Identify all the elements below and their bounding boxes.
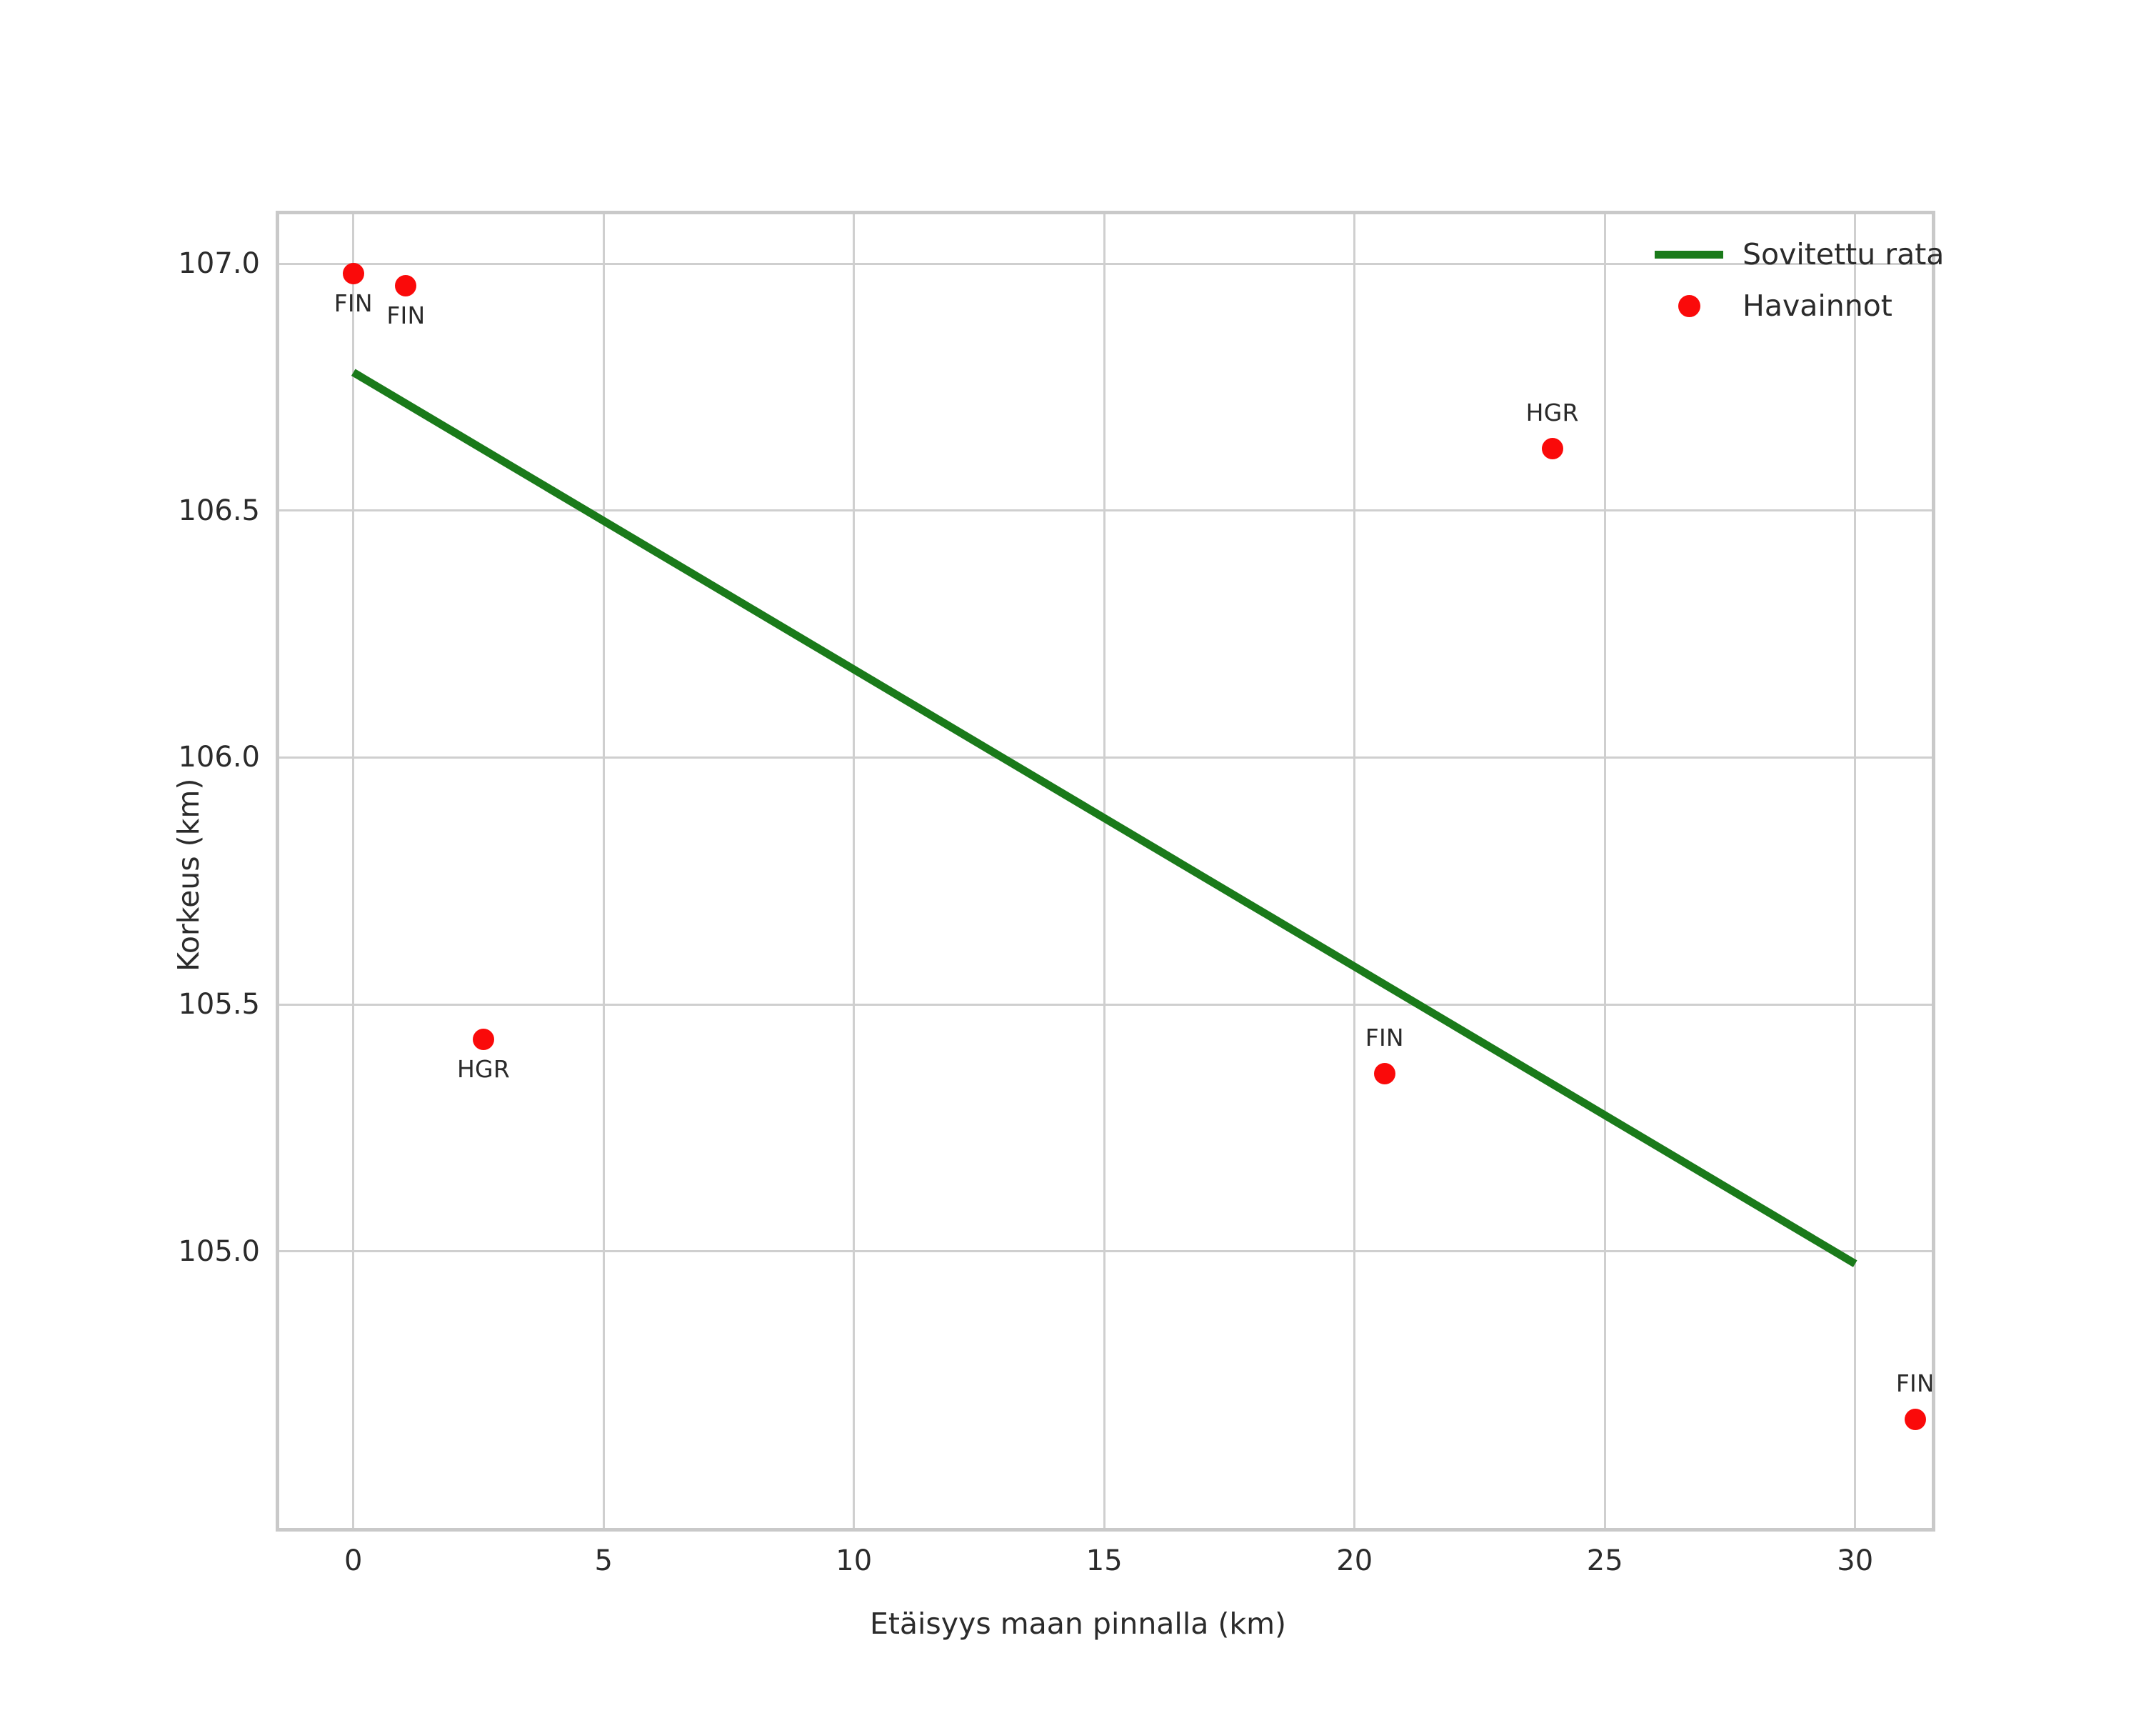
gridline-vertical bbox=[1103, 214, 1105, 1528]
gridline-horizontal bbox=[279, 262, 1932, 265]
x-tick-label: 5 bbox=[594, 1544, 613, 1577]
data-point bbox=[1904, 1408, 1926, 1430]
x-tick-label: 30 bbox=[1837, 1544, 1874, 1577]
data-point bbox=[473, 1028, 494, 1050]
y-tick-label: 105.0 bbox=[178, 1234, 260, 1268]
x-axis-label: Etäisyys maan pinnalla (km) bbox=[869, 1607, 1287, 1641]
line-key-icon bbox=[1635, 250, 1743, 259]
data-point-label: HGR bbox=[457, 1054, 510, 1083]
data-point bbox=[1373, 1062, 1395, 1084]
x-tick-label: 15 bbox=[1085, 1544, 1123, 1577]
x-tick-label: 25 bbox=[1586, 1544, 1623, 1577]
y-tick-label: 107.0 bbox=[178, 247, 260, 281]
x-tick-label: 20 bbox=[1336, 1544, 1373, 1577]
gridline-vertical bbox=[1854, 214, 1857, 1528]
data-point-label: FIN bbox=[334, 289, 373, 317]
y-tick-label: 105.5 bbox=[178, 988, 260, 1022]
x-tick-label: 0 bbox=[344, 1544, 363, 1577]
gridline-horizontal bbox=[279, 1003, 1932, 1006]
legend-label: Sovitettu rata bbox=[1743, 237, 1945, 271]
data-point bbox=[342, 262, 364, 284]
legend-dot-swatch bbox=[1678, 294, 1700, 317]
gridline-vertical bbox=[352, 214, 355, 1528]
legend-line-swatch bbox=[1655, 250, 1723, 259]
y-tick-label: 106.0 bbox=[178, 741, 260, 774]
data-point-label: FIN bbox=[386, 301, 426, 330]
chart-legend: Sovitettu rata Havainnot bbox=[1635, 229, 1944, 331]
fitted-trajectory-line bbox=[279, 214, 1932, 1528]
plot-inner: FIN FIN HGR FIN HGR FIN bbox=[279, 214, 1932, 1528]
gridline-vertical bbox=[1603, 214, 1606, 1528]
x-tick-label: 10 bbox=[836, 1544, 873, 1577]
fit-line-path bbox=[354, 372, 1855, 1264]
data-point bbox=[1541, 438, 1563, 460]
data-point-label: FIN bbox=[1365, 1023, 1404, 1052]
data-point-label: HGR bbox=[1525, 399, 1579, 427]
dot-key-icon bbox=[1635, 294, 1743, 317]
gridline-vertical bbox=[1353, 214, 1356, 1528]
gridline-vertical bbox=[602, 214, 605, 1528]
legend-item: Sovitettu rata bbox=[1635, 229, 1944, 280]
gridline-horizontal bbox=[279, 509, 1932, 512]
gridline-horizontal bbox=[279, 1250, 1932, 1253]
gridline-vertical bbox=[853, 214, 856, 1528]
plot-area: FIN FIN HGR FIN HGR FIN bbox=[276, 211, 1935, 1532]
legend-label: Havainnot bbox=[1743, 289, 1892, 323]
y-axis-label: Korkeus (km) bbox=[171, 778, 206, 972]
data-point bbox=[395, 275, 417, 297]
gridline-horizontal bbox=[279, 756, 1932, 759]
y-tick-label: 106.5 bbox=[178, 494, 260, 527]
legend-item: Havainnot bbox=[1635, 280, 1935, 331]
data-point-label: FIN bbox=[1895, 1369, 1932, 1397]
